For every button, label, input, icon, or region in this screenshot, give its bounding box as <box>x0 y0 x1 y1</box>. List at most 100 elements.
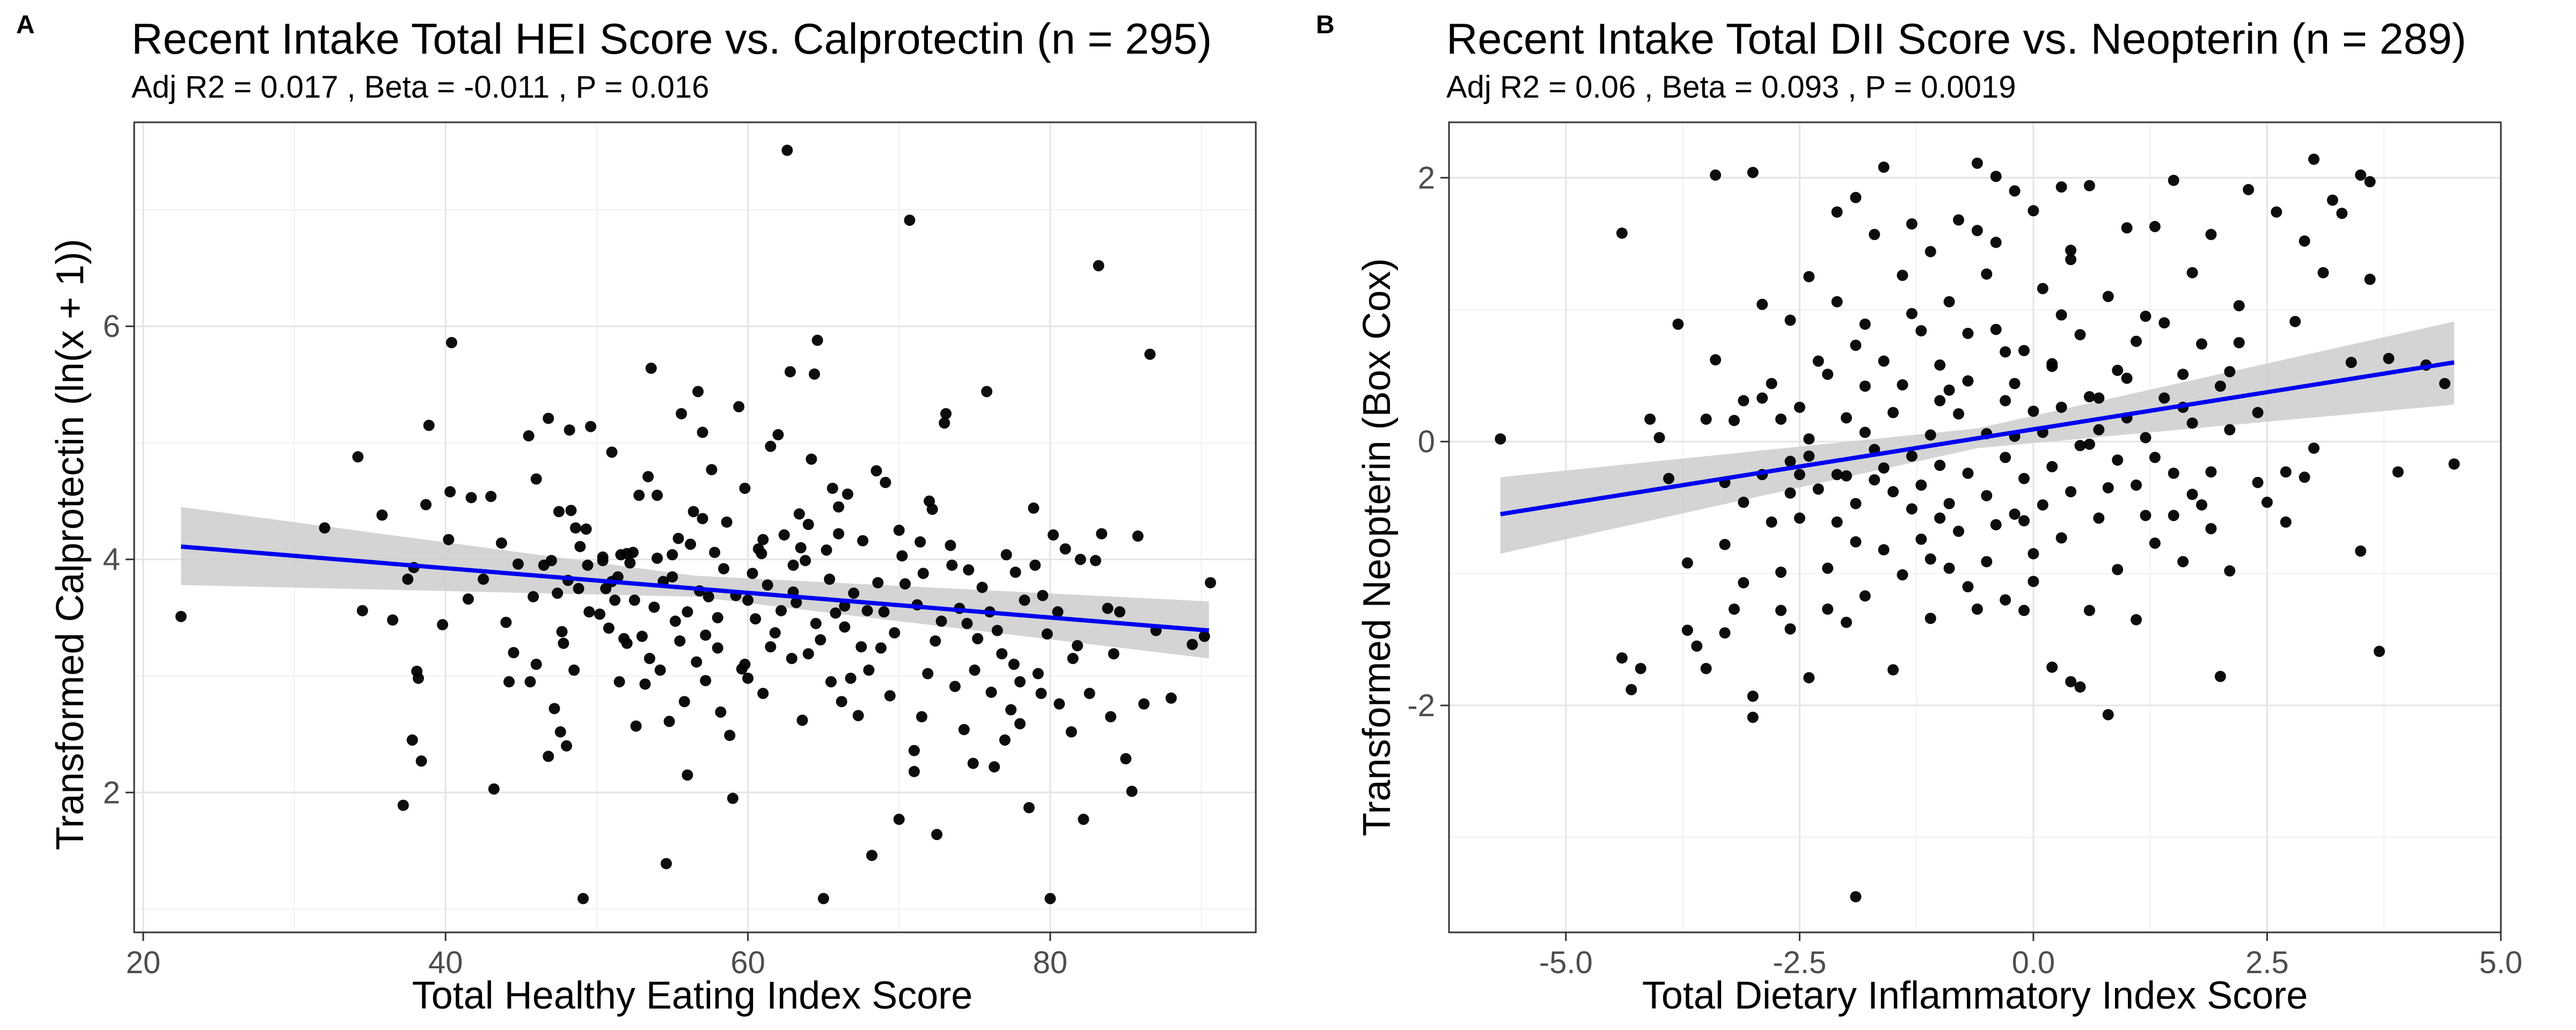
panel-a-data-point <box>478 573 489 585</box>
panel-a-data-point <box>1014 676 1026 688</box>
panel-a-data-point <box>1052 606 1064 618</box>
panel-b-data-point <box>2243 183 2255 195</box>
panel-a-data-point <box>757 688 769 700</box>
panel-b-data-point <box>2186 489 2198 501</box>
panel-b-data-point <box>1859 380 1871 392</box>
panel-a-data-point <box>875 642 887 654</box>
panel-a-data-point <box>654 664 666 676</box>
panel-b-data-point <box>2102 291 2114 303</box>
panel-a-plot-area: 20 40 60 80 2 4 6 <box>103 121 1257 980</box>
panel-a-data-point <box>1114 606 1125 618</box>
panel-b-data-point <box>1784 314 1796 326</box>
panel-a-data-point <box>648 601 660 613</box>
panel-b-data-point <box>1897 569 1908 581</box>
panel-a-data-point <box>702 591 714 602</box>
panel-b-data-point <box>2018 605 2030 616</box>
panel-a-data-point <box>612 571 624 583</box>
panel-a-data-point <box>669 615 681 627</box>
panel-b-data-point <box>2149 538 2161 549</box>
panel-a-data-point <box>1089 555 1101 566</box>
panel-a-data-point <box>1028 502 1040 514</box>
panel-a-data-point <box>786 652 797 664</box>
panel-a-data-point <box>826 482 838 494</box>
panel-b-data-point <box>1887 407 1899 418</box>
panel-a-data-point <box>682 769 693 781</box>
panel-b-data-point <box>2037 283 2048 295</box>
panel-a-data-point <box>787 560 799 571</box>
panel-a-confidence-band <box>181 506 1209 659</box>
panel-b-data-point <box>2083 180 2095 192</box>
panel-b-data-point <box>2149 452 2161 464</box>
panel-a-data-point <box>543 751 554 762</box>
panel-a-data-point <box>806 453 817 465</box>
panel-a-data-point <box>175 610 187 622</box>
panel-a-data-point <box>1204 577 1216 588</box>
panel-a-x-tick-label: 20 <box>126 945 161 980</box>
panel-b-data-point <box>1831 296 1843 307</box>
panel-a-data-point <box>817 893 829 904</box>
panel-a-data-point <box>524 676 536 688</box>
panel-a-data-point <box>765 641 777 653</box>
panel-b-data-point <box>1878 161 1890 173</box>
panel-a-data-point <box>917 568 929 579</box>
panel-b-data-point <box>2355 545 2367 557</box>
panel-b-data-point <box>1710 169 1722 181</box>
panel-a-data-point <box>821 544 832 556</box>
panel-b-data-point <box>2028 548 2039 560</box>
panel-a-data-point <box>1105 711 1117 723</box>
panel-b-data-point <box>1803 450 1815 462</box>
panel-b-data-point <box>1962 467 1974 479</box>
panel-a-data-point <box>880 476 891 488</box>
panel-b-data-point <box>1990 171 2002 182</box>
panel-a-data-point <box>1009 566 1021 578</box>
panel-a-data-point <box>866 850 878 862</box>
panel-a-data-point <box>1000 549 1012 561</box>
panel-b-data-point <box>2345 357 2357 369</box>
panel-b-data-point <box>1663 473 1674 484</box>
panel-b-data-point <box>2000 594 2011 606</box>
panel-a-data-point <box>712 642 723 654</box>
panel-b-data-point <box>2364 274 2376 285</box>
panel-a-data-point <box>568 664 580 676</box>
panel-a-data-point <box>778 529 790 541</box>
panel-b-data-point <box>1897 269 1908 281</box>
panel-a-data-point <box>621 637 633 649</box>
panel-b-data-point <box>1812 483 1824 495</box>
panel-a-data-point <box>999 734 1011 746</box>
panel-a-data-point <box>781 144 793 156</box>
panel-b-data-point <box>2065 486 2077 498</box>
panel-b-data-point <box>1719 627 1731 639</box>
panel-a-data-point <box>583 606 595 618</box>
panel-a-data-point <box>870 465 882 477</box>
panel-b-data-point <box>2131 479 2142 491</box>
panel-b-data-point <box>1840 470 1852 482</box>
panel-a-data-point <box>565 504 577 516</box>
panel-a-data-point <box>841 488 853 500</box>
panel-b-data-point <box>1934 459 1946 471</box>
panel-b-data-point <box>1747 166 1759 178</box>
panel-a-data-point <box>899 578 911 590</box>
panel-a-data-point <box>530 473 542 485</box>
panel-a-x-tick-label: 60 <box>730 945 765 980</box>
panel-a-data-point <box>444 486 456 498</box>
panel-a-data-point <box>878 606 890 618</box>
panel-b-data-point <box>1981 556 1993 568</box>
panel-b-data-point <box>2308 153 2320 165</box>
panel-a-data-point <box>945 540 956 551</box>
panel-b-data-point <box>2046 661 2058 673</box>
panel-b-data-point <box>1738 496 1750 508</box>
panel-b-x-axis-title: Total Dietary Inflammatory Index Score <box>1642 974 2308 1017</box>
panel-a-data-point <box>1005 704 1017 716</box>
panel-b-data-point <box>1803 433 1815 445</box>
panel-a-data-point <box>633 489 645 501</box>
panel-b-data-point <box>1766 378 1777 389</box>
panel-a-data-point <box>564 424 575 436</box>
panel-b-data-point <box>2205 229 2217 240</box>
panel-a-data-point <box>833 528 845 540</box>
panel-b-data-point <box>1803 672 1815 683</box>
panel-a-data-point <box>709 547 721 558</box>
panel-a-data-point <box>691 656 702 668</box>
panel-b-data-point <box>2112 364 2124 376</box>
panel-b-tag: B <box>1316 11 1335 39</box>
panel-a-data-point <box>1037 590 1049 601</box>
